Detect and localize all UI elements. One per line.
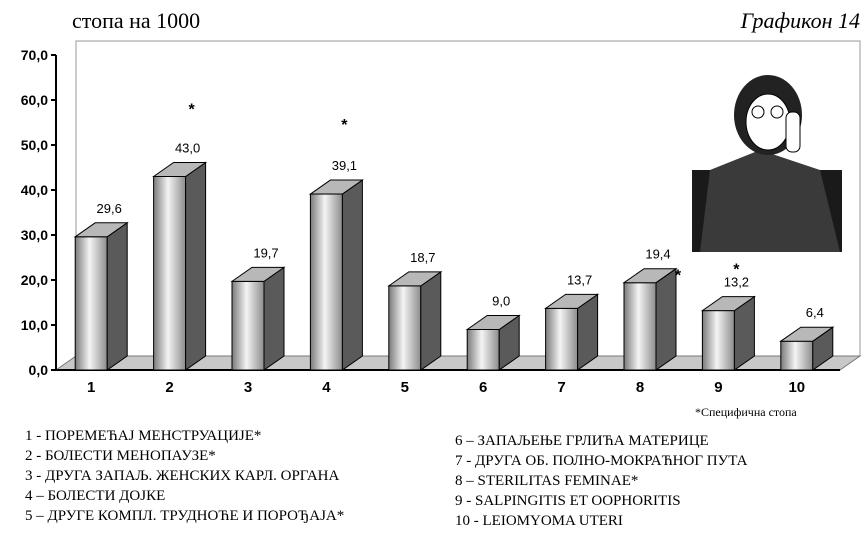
- y-tick-label: 40,0: [21, 182, 48, 198]
- bar-top: [230, 266, 286, 282]
- bar: [73, 221, 129, 371]
- legend-item: 4 – БОЛЕСТИ ДОЈКЕ: [25, 488, 165, 504]
- bar-front: [545, 307, 579, 371]
- bar: [465, 314, 521, 371]
- value-label: 19,7: [253, 245, 278, 260]
- bar-side: [420, 270, 442, 371]
- bar-side: [341, 179, 363, 371]
- y-tick-label: 20,0: [21, 272, 48, 288]
- bar-side: [185, 161, 207, 371]
- figure-phone: [785, 111, 801, 153]
- legend-item: 6 – ЗАПАЉЕЊЕ ГРЛИЋА МАТЕРИЦЕ: [455, 433, 709, 449]
- x-tick-label: 7: [557, 379, 565, 396]
- annotation: *: [188, 102, 195, 119]
- bar-front: [309, 193, 343, 371]
- legend-item: 8 – STERILITAS FEMINAE*: [455, 473, 638, 489]
- y-tick-label: 50,0: [21, 137, 48, 153]
- bar-top: [465, 315, 521, 330]
- bar-side: [263, 266, 285, 371]
- bar-front: [623, 282, 657, 371]
- legend-item: 1 - ПОРЕМЕЋАЈ МЕНСТРУАЦИЈЕ*: [25, 428, 261, 444]
- bar: [544, 293, 600, 371]
- x-tick-label: 6: [479, 379, 487, 396]
- bar: [230, 266, 286, 371]
- value-label: 9,0: [492, 294, 510, 309]
- bar-front: [466, 329, 500, 371]
- legend-item: 2 - БОЛЕСТИ МЕНОПАУЗЕ*: [25, 448, 216, 464]
- unit-label: стопа на 1000: [72, 8, 200, 33]
- y-tick-label: 0,0: [29, 362, 49, 378]
- bar: [622, 267, 678, 371]
- annotation: *: [733, 262, 740, 279]
- bar-front: [231, 280, 265, 371]
- bar-side: [106, 221, 128, 371]
- x-tick-label: 9: [714, 379, 722, 396]
- x-tick-label: 3: [244, 379, 252, 396]
- legend-item: 5 – ДРУГЕ КОМПЛ. ТРУДНОЋЕ И ПОРОЂАЈА*: [25, 508, 344, 524]
- value-label: 13,7: [567, 272, 592, 287]
- legend-item: 7 - ДРУГА ОБ. ПОЛНО-МОКРАЋНОГ ПУТА: [455, 453, 748, 469]
- bar-front: [74, 236, 108, 371]
- x-tick-label: 8: [636, 379, 644, 396]
- value-label: 13,2: [724, 275, 749, 290]
- x-tick-label: 5: [401, 379, 409, 396]
- x-tick-label: 1: [87, 379, 95, 396]
- bar-front: [701, 310, 735, 371]
- bar-top: [387, 271, 443, 287]
- figure-glasses: [770, 105, 784, 119]
- illustration: [692, 75, 842, 252]
- bar: [387, 270, 443, 371]
- value-label: 29,6: [97, 201, 122, 216]
- y-tick-label: 10,0: [21, 317, 48, 333]
- bar-top: [700, 296, 756, 312]
- legend-item: 9 - SALPINGITIS ET OOPHORITIS: [455, 493, 681, 509]
- y-tick-label: 60,0: [21, 92, 48, 108]
- bar-top: [152, 162, 208, 177]
- bar-side: [655, 267, 677, 371]
- annotation: *: [675, 268, 682, 285]
- figure-glasses: [751, 105, 765, 119]
- bar: [779, 326, 835, 371]
- figure-face: [745, 93, 791, 151]
- y-tick-label: 30,0: [21, 227, 48, 243]
- value-label: 18,7: [410, 250, 435, 265]
- bar-top: [544, 293, 600, 309]
- footnote: *Специфична стопа: [695, 405, 797, 419]
- bar-front: [388, 285, 422, 371]
- value-label: 19,4: [645, 247, 670, 262]
- bar: [700, 295, 756, 371]
- bar-top: [622, 268, 678, 284]
- bar: [308, 179, 364, 371]
- x-tick-label: 4: [322, 379, 331, 396]
- figure-jacket: [700, 150, 840, 252]
- value-label: 6,4: [806, 305, 824, 320]
- bar-top: [308, 179, 364, 195]
- chart-title: Графикон 14: [740, 8, 860, 33]
- bar-front: [780, 340, 814, 371]
- x-tick-label: 10: [788, 379, 805, 396]
- value-label: 39,1: [332, 158, 357, 173]
- bar-front: [153, 176, 187, 371]
- bar-top: [779, 326, 835, 342]
- annotation: *: [341, 117, 348, 134]
- y-tick-label: 70,0: [21, 47, 48, 63]
- value-label: 43,0: [175, 141, 200, 156]
- x-tick-label: 2: [165, 379, 173, 396]
- bar: [152, 161, 208, 371]
- legend-item: 10 - LEIOMYOMA UTERI: [455, 513, 623, 529]
- bar-top: [73, 222, 129, 238]
- legend-item: 3 - ДРУГА ЗАПАЉ. ЖЕНСКИХ КАРЛ. ОРГАНА: [25, 468, 339, 484]
